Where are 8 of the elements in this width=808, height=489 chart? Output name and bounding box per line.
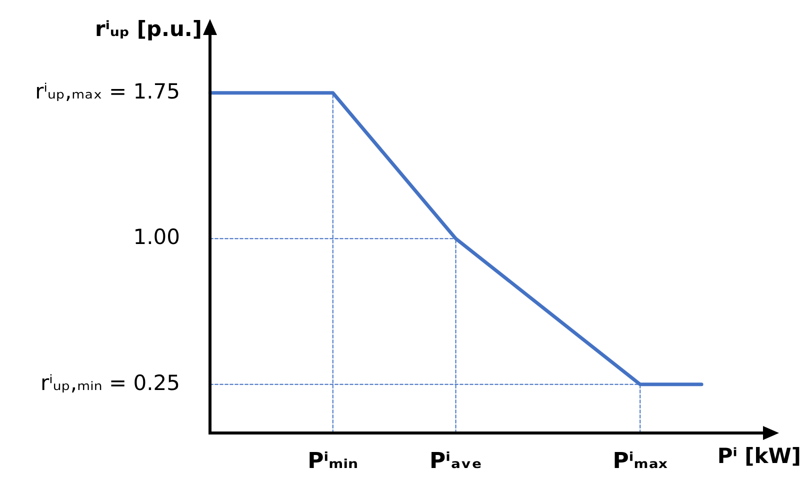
y-axis-title: rⁱᵤₚ [p.u.] [94, 17, 202, 42]
x-axis-title: Pⁱ [kW] [717, 444, 801, 468]
y-tick-label: 1.00 [133, 225, 180, 250]
y-tick-label: rⁱᵤₚ,ₘₐₓ = 1.75 [35, 79, 180, 104]
x-tick-label: Pⁱₘₐₓ [612, 448, 668, 474]
x-tick-label: Pⁱₘᵢₙ [308, 448, 358, 474]
y-tick-label: rⁱᵤₚ,ₘᵢₙ = 0.25 [40, 370, 180, 395]
x-tick-label: Pⁱₐᵥₑ [429, 448, 482, 474]
